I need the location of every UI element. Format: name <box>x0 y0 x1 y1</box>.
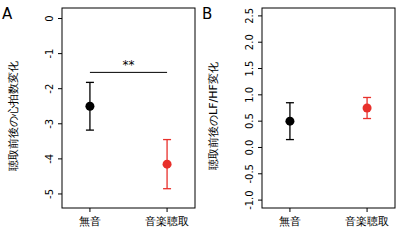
y-tick <box>58 123 62 124</box>
error-bar <box>163 140 171 189</box>
x-tick-label: 無音 <box>279 215 301 228</box>
error-bar-cap <box>86 82 94 83</box>
y-tick-label: 1.0 <box>244 87 255 103</box>
y-tick <box>258 173 262 174</box>
y-tick <box>58 53 62 54</box>
x-tick-label: 音楽聴取 <box>345 215 389 228</box>
y-tick <box>258 68 262 69</box>
x-tick <box>367 208 368 212</box>
y-tick-label: -2 <box>44 84 55 94</box>
y-tick <box>258 200 262 201</box>
y-tick-label: 0.0 <box>244 140 255 156</box>
y-tick-label: -0.5 <box>244 164 255 184</box>
point <box>85 102 94 111</box>
point <box>285 117 294 126</box>
chart-root: A 聴取前後の心拍数変化 -5 -4 -3 -2 -1 0 無音 音楽聴取 ** B 聴取前後のLF/H… <box>0 0 400 234</box>
y-tick-label: -4 <box>44 154 55 164</box>
y-tick <box>258 94 262 95</box>
error-bar-cap <box>286 102 294 103</box>
plot-frame <box>62 8 195 208</box>
x-tick <box>167 208 168 212</box>
y-tick-label: 2.0 <box>244 34 255 50</box>
y-tick <box>58 193 62 194</box>
error-bar <box>86 82 94 130</box>
y-tick-label: 0.5 <box>244 113 255 129</box>
y-axis-label: 聴取前後のLF/HF変化 <box>207 62 220 170</box>
panel-title: B <box>202 5 212 23</box>
y-tick-label: 0 <box>44 15 55 21</box>
error-bar-cap <box>363 97 371 98</box>
error-bar-cap <box>86 129 94 130</box>
plot-frame <box>262 8 395 208</box>
y-tick <box>258 15 262 16</box>
point <box>363 104 372 113</box>
point <box>163 160 172 169</box>
x-tick <box>289 208 290 212</box>
y-axis-label: 聴取前後の心拍数変化 <box>7 61 20 171</box>
marks <box>285 97 371 139</box>
error-bar <box>363 97 371 118</box>
error-bar-cap <box>163 188 171 189</box>
error-bar-cap <box>286 139 294 140</box>
annotation: ** <box>123 58 135 72</box>
marks <box>85 82 171 188</box>
y-tick <box>58 18 62 19</box>
x-tick-label: 音楽聴取 <box>145 215 189 228</box>
panel-title: A <box>2 5 13 23</box>
x-tick <box>89 208 90 212</box>
error-bar-cap <box>363 118 371 119</box>
error-bar <box>286 103 294 140</box>
y-tick-label: 1.5 <box>244 61 255 77</box>
y-tick-label: -1.0 <box>244 190 255 210</box>
y-tick-label: -3 <box>44 119 55 129</box>
y-tick <box>58 158 62 159</box>
y-tick-label: -5 <box>44 189 55 199</box>
y-tick <box>258 42 262 43</box>
y-tick-label: 2.5 <box>244 8 255 24</box>
error-bar-cap <box>163 139 171 140</box>
y-tick <box>258 121 262 122</box>
y-tick <box>58 88 62 89</box>
x-tick-label: 無音 <box>79 215 101 228</box>
y-tick-label: -1 <box>44 49 55 59</box>
y-tick <box>258 147 262 148</box>
